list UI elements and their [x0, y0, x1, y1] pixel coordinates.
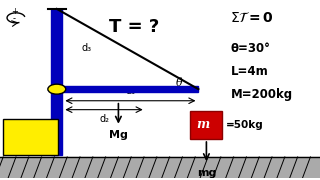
Text: θ=30°: θ=30° [230, 42, 270, 55]
Bar [3, 120, 58, 155]
Text: -: - [13, 14, 16, 23]
Text: +: + [11, 7, 18, 16]
Bar [0, 157, 320, 178]
Text: d₂: d₂ [99, 114, 109, 124]
Text: d₃: d₃ [81, 43, 92, 53]
Bar [190, 111, 222, 139]
Text: T = ?: T = ? [109, 18, 160, 36]
Text: $\Sigma\mathcal{T}$$\mathbf{=0}$: $\Sigma\mathcal{T}$$\mathbf{=0}$ [230, 11, 274, 25]
Text: M=200kg: M=200kg [230, 88, 292, 101]
Text: θ: θ [176, 78, 183, 88]
Circle shape [48, 84, 66, 94]
Text: m: m [196, 118, 210, 131]
Text: mg: mg [197, 168, 216, 178]
Text: Mg: Mg [109, 130, 128, 140]
Bar [51, 9, 62, 155]
Text: L=4m: L=4m [230, 65, 268, 78]
Bar [57, 86, 198, 92]
Text: =50kg: =50kg [226, 120, 263, 130]
Text: d₁: d₁ [125, 86, 135, 96]
